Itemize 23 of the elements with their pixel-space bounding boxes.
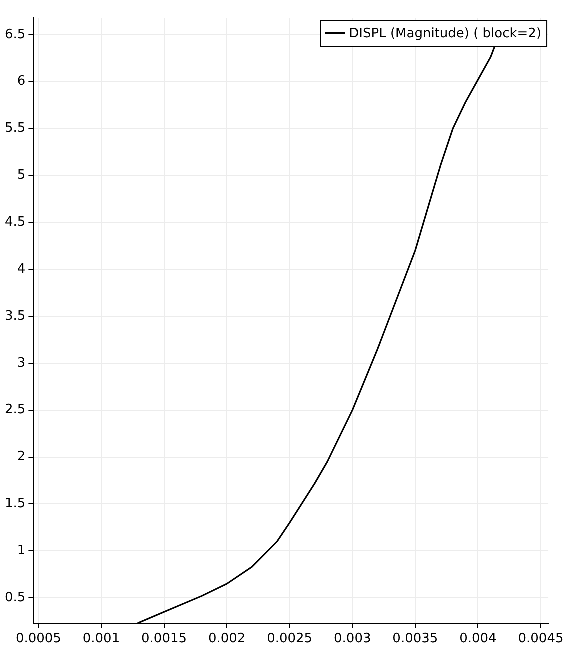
x-tick-label: 0.0015 [142, 632, 188, 647]
x-tick-label: 0.003 [334, 632, 372, 647]
y-tick-label: 6.5 [4, 27, 26, 42]
y-tick-label: 1 [17, 544, 26, 558]
y-tick-label: 2 [17, 450, 26, 465]
y-tick-label: 3 [17, 356, 26, 371]
x-tick-label: 0.002 [208, 632, 246, 647]
x-tick-label: 0.001 [82, 632, 120, 647]
y-tick-label: 3.5 [4, 308, 26, 324]
y-tick-label: 0.5 [4, 590, 26, 606]
legend-label: DISPL (Magnitude) ( block=2) [349, 26, 542, 42]
x-tick-label: 0.0025 [267, 632, 313, 647]
y-tick-label: 4 [17, 262, 26, 277]
y-tick-label: 4.5 [4, 214, 26, 230]
y-tick-label: 5.5 [4, 121, 26, 136]
x-tick-label: 0.0035 [392, 632, 438, 647]
x-tick-label: 0.0005 [16, 632, 62, 647]
y-tick-label: 2.5 [4, 402, 26, 418]
x-tick-label: 0.0045 [518, 632, 564, 647]
x-tick-label: 0.004 [460, 632, 497, 647]
y-tick-label: 5 [17, 168, 26, 184]
y-tick-label: 1.5 [4, 496, 26, 512]
y-tick-label: 6 [17, 74, 26, 90]
